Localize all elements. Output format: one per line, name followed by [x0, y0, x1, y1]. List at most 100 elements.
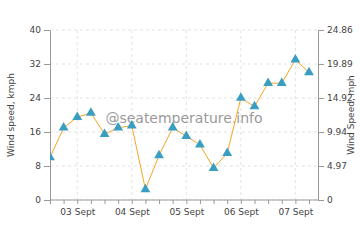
- x-tick-mark: [186, 200, 187, 204]
- x-tick-label: 05 Sept: [169, 207, 204, 217]
- y-tick: 0: [35, 195, 50, 205]
- x-tick-mark: [132, 200, 133, 204]
- series-marker: [277, 77, 287, 86]
- y2-tick: 0: [318, 195, 333, 205]
- x-axis: 03 Sept04 Sept05 Sept06 Sept07 Sept: [50, 200, 318, 217]
- x-tick: [309, 200, 310, 204]
- series-marker: [263, 77, 273, 86]
- x-tick: [254, 200, 255, 204]
- y-tick: 32: [30, 59, 50, 69]
- y-tick-mark: [44, 98, 50, 99]
- series-marker: [127, 120, 137, 129]
- y2-axis-title: Wind Speed, mph: [346, 75, 356, 155]
- x-tick: [282, 200, 283, 204]
- y2-tick-label: 9.94: [327, 127, 347, 137]
- y2-tick: 4.97: [318, 161, 347, 171]
- x-tick-mark: [241, 200, 242, 204]
- axis-line: [318, 31, 319, 201]
- x-tick-mark: [200, 200, 201, 204]
- y-tick-mark: [44, 132, 50, 133]
- series-marker: [72, 111, 82, 120]
- grid: [50, 30, 318, 200]
- y2-tick-mark: [318, 200, 324, 201]
- x-tick-mark: [173, 200, 174, 204]
- x-tick-mark: [227, 200, 228, 204]
- y2-tick-label: 4.97: [327, 161, 347, 171]
- y2-tick-mark: [318, 132, 324, 133]
- y-tick-label: 40: [30, 25, 42, 35]
- series-marker: [236, 92, 246, 101]
- grid-line-y: [50, 98, 318, 99]
- x-tick-mark: [50, 200, 51, 204]
- x-tick-label: 04 Sept: [115, 207, 150, 217]
- y-tick-mark: [44, 200, 50, 201]
- y-tick-label: 0: [35, 195, 41, 205]
- y2-tick-mark: [318, 30, 324, 31]
- series-marker: [181, 131, 191, 140]
- x-tick: 06 Sept: [224, 200, 259, 217]
- grid-line-y: [50, 30, 318, 31]
- grid-line-y: [50, 64, 318, 65]
- y-tick-mark: [44, 30, 50, 31]
- x-tick: [118, 200, 119, 204]
- x-tick: 07 Sept: [278, 200, 313, 217]
- y-axis: 0 8 16 24 32 40: [30, 25, 51, 205]
- x-tick-mark: [254, 200, 255, 204]
- series-marker: [140, 184, 150, 193]
- x-tick-mark: [91, 200, 92, 204]
- series-marker: [113, 122, 123, 131]
- y2-tick: 19.89: [318, 59, 353, 69]
- series-marker: [195, 139, 205, 148]
- x-tick: [200, 200, 201, 204]
- y-tick-mark: [44, 64, 50, 65]
- series-line: [50, 60, 309, 190]
- y-tick-label: 24: [30, 93, 42, 103]
- x-tick-mark: [268, 200, 269, 204]
- axis-line: [50, 31, 51, 201]
- series-marker: [59, 122, 69, 131]
- y2-tick-label: 24.86: [327, 25, 353, 35]
- x-tick-mark: [295, 200, 296, 204]
- series-marker: [304, 67, 314, 76]
- grid-line-y: [50, 166, 318, 167]
- y-tick-label: 16: [30, 127, 42, 137]
- x-tick: 04 Sept: [115, 200, 150, 217]
- x-tick-mark: [105, 200, 106, 204]
- y-tick-label: 8: [35, 161, 41, 171]
- x-tick: [268, 200, 269, 204]
- y-tick: 16: [30, 127, 50, 137]
- x-tick: [91, 200, 92, 204]
- series-marker: [50, 152, 55, 161]
- grid-line-y: [50, 132, 318, 133]
- x-tick-mark: [64, 200, 65, 204]
- x-tick: 05 Sept: [169, 200, 204, 217]
- series-marker: [290, 54, 300, 63]
- plot-area: [50, 54, 314, 192]
- x-tick-mark: [214, 200, 215, 204]
- watermark: @seatemperature.info: [105, 110, 262, 126]
- x-tick-label: 06 Sept: [224, 207, 259, 217]
- x-tick: [145, 200, 146, 204]
- x-tick-mark: [77, 200, 78, 204]
- chart-svg: 081624324004.979.9414.9219.8924.8603 Sep…: [0, 0, 360, 230]
- x-tick: [227, 200, 228, 204]
- x-tick: [173, 200, 174, 204]
- y-axis-title: Wind speed, kmph: [6, 73, 16, 157]
- x-tick: [159, 200, 160, 204]
- x-tick: [50, 200, 51, 204]
- series-marker: [86, 107, 96, 116]
- y-tick-mark: [44, 166, 50, 167]
- y-tick: 40: [30, 25, 50, 35]
- series-marker: [154, 150, 164, 159]
- series-marker: [222, 148, 232, 157]
- y2-tick-mark: [318, 98, 324, 99]
- chart-container: 081624324004.979.9414.9219.8924.8603 Sep…: [0, 0, 360, 230]
- series-marker: [250, 101, 260, 110]
- y2-tick: 9.94: [318, 127, 347, 137]
- y2-tick-mark: [318, 64, 324, 65]
- x-tick-mark: [309, 200, 310, 204]
- x-tick-mark: [282, 200, 283, 204]
- y-tick-label: 32: [30, 59, 41, 69]
- x-tick: [64, 200, 65, 204]
- series-marker: [209, 162, 219, 171]
